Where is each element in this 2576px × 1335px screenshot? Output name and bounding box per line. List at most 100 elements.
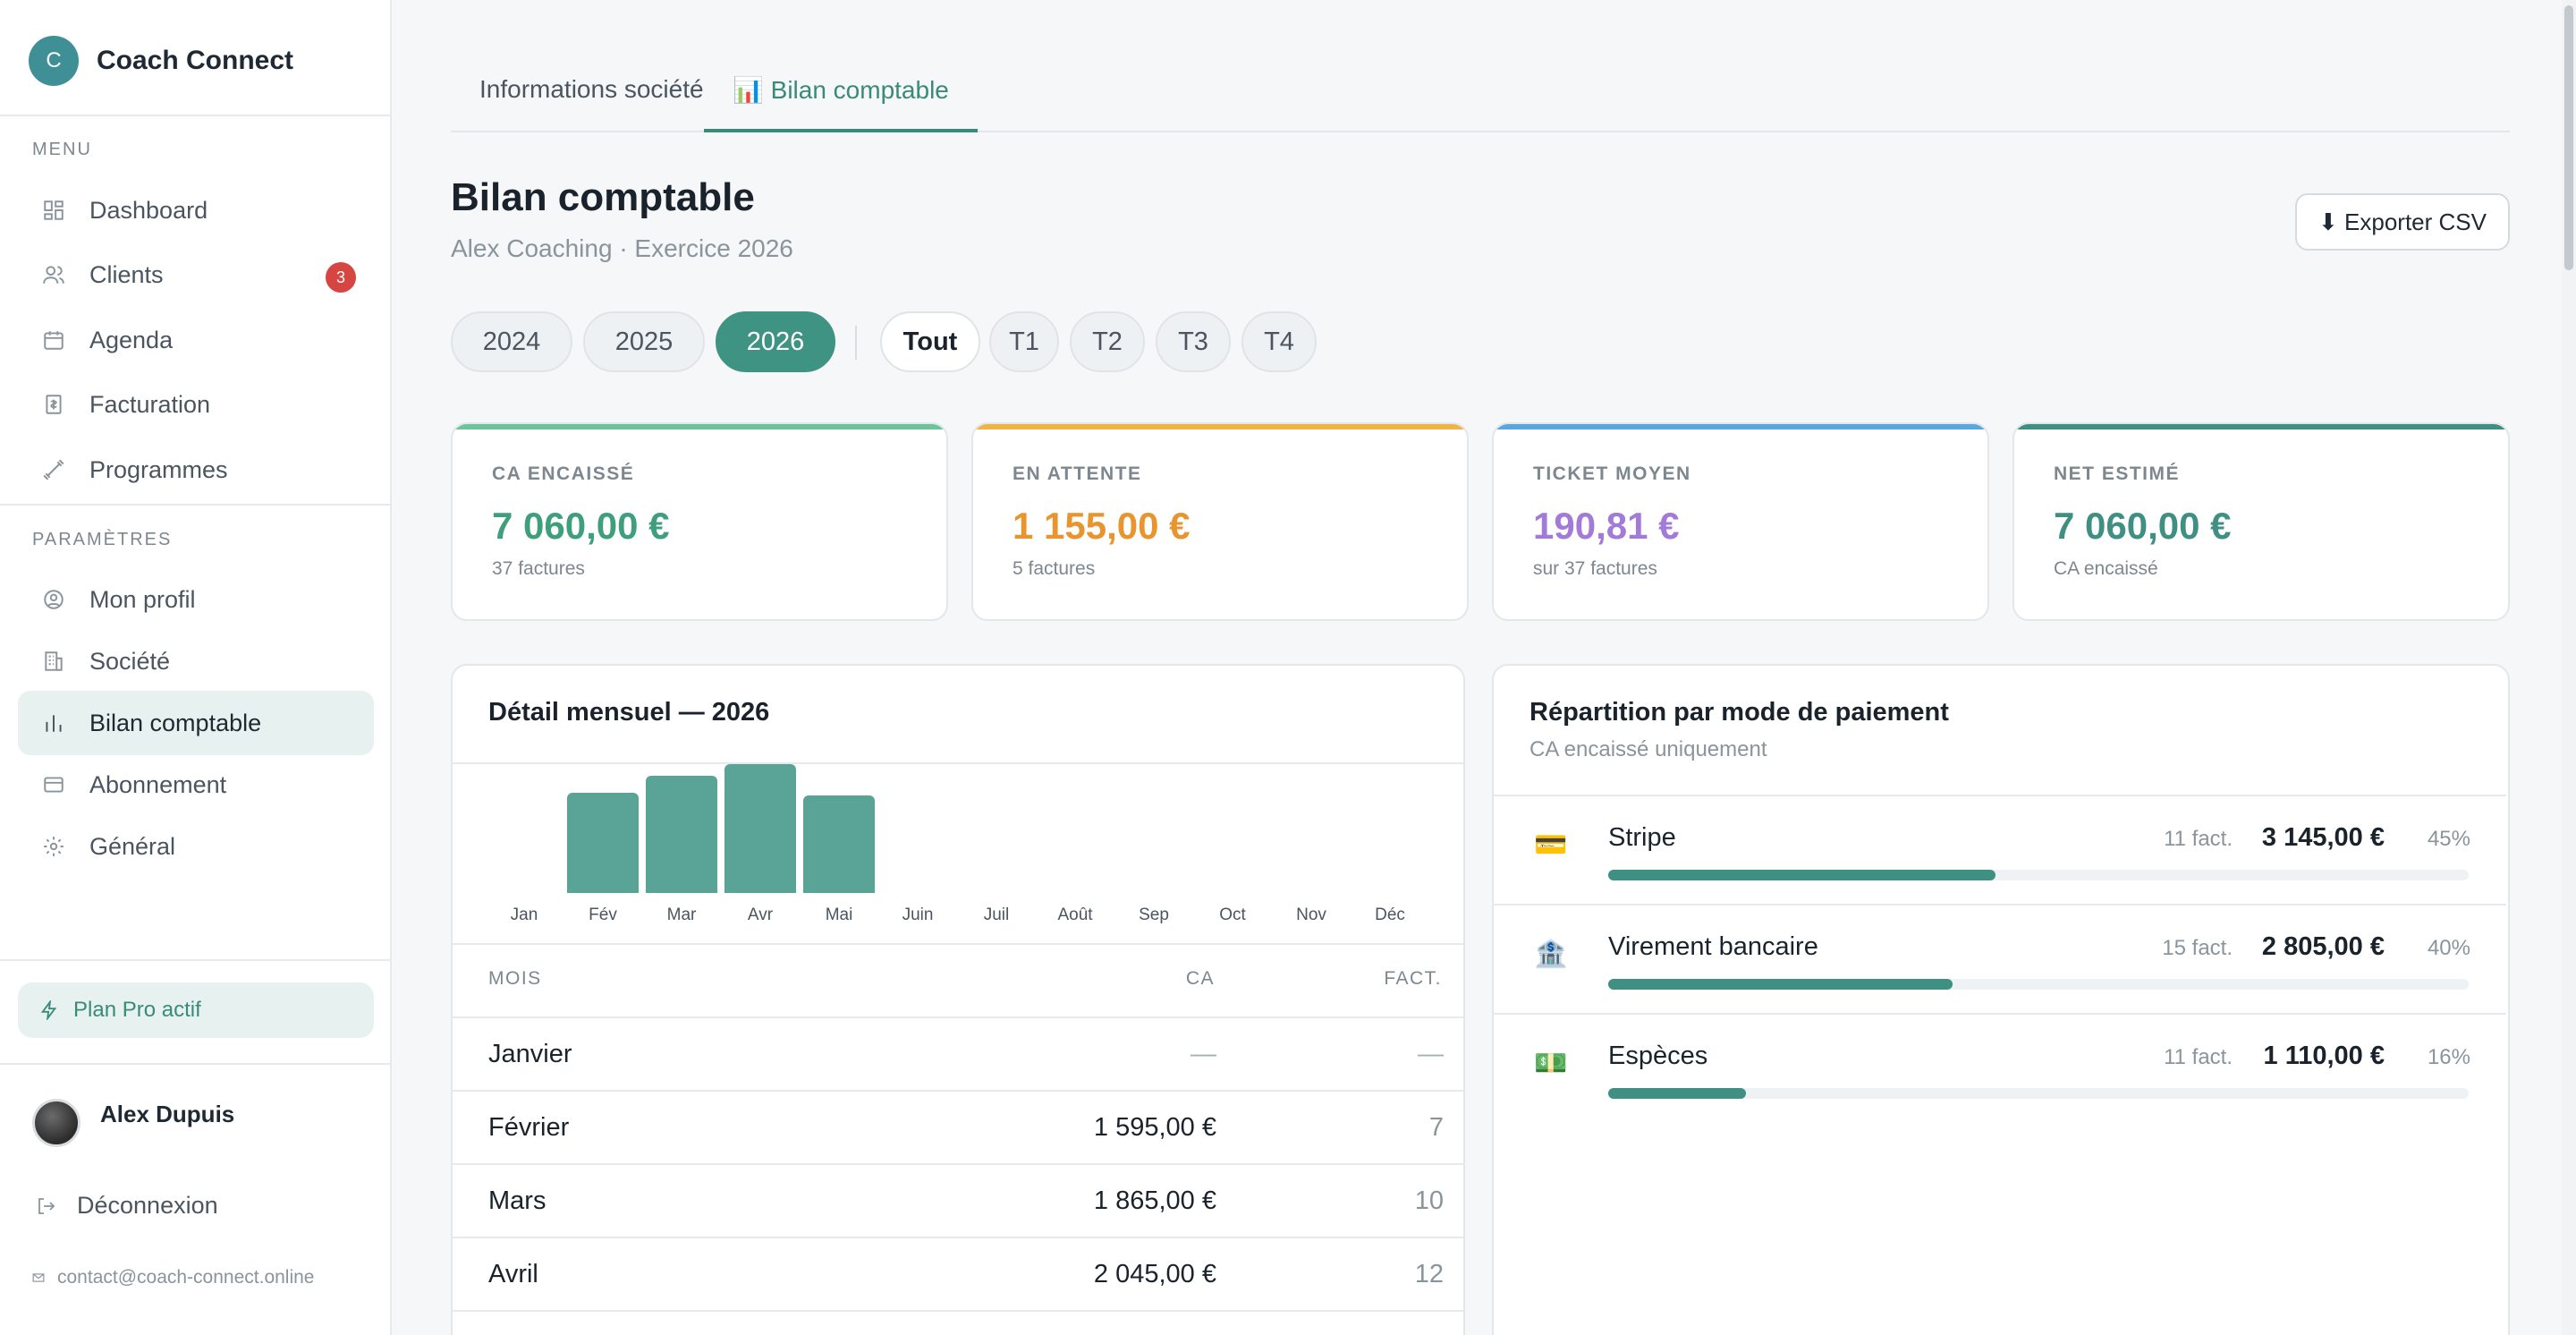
sidebar-item-abonnement[interactable]: Abonnement [18,753,374,817]
logout-button[interactable]: Déconnexion [36,1192,218,1220]
plan-label: Plan Pro actif [73,998,201,1022]
brand-name: Coach Connect [97,46,294,75]
payment-invoice-count: 11 fact. [2164,827,2233,851]
sidebar-item-societe[interactable]: Société [18,629,374,693]
period-chip-t3[interactable]: T3 [1156,311,1231,372]
export-csv-button[interactable]: ⬇ Exporter CSV [2295,193,2510,251]
chart-tick-label: Août [1057,906,1093,924]
tab-bilan-comptable[interactable]: 📊 Bilan comptable [704,64,978,132]
user-profile[interactable]: Alex Dupuis [32,1099,234,1147]
sidebar-item-label: Mon profil [89,585,196,613]
payment-progress-track [1608,1088,2469,1099]
bar-chart-icon [41,710,66,736]
sidebar-item-label: Dashboard [89,196,208,224]
table-row[interactable]: Janvier — — [453,1016,1463,1090]
payment-breakdown-panel: Répartition par mode de paiement CA enca… [1492,664,2510,1335]
table-row[interactable]: Avril 2 045,00 € 12 [453,1237,1463,1310]
year-chip-2024[interactable]: 2024 [451,311,572,372]
users-icon [41,262,66,287]
payment-progress-fill [1608,870,1996,880]
chart-bar-mar [646,775,717,893]
payment-amount: 3 145,00 € [2261,823,2385,852]
year-chip-2025[interactable]: 2025 [583,311,705,372]
tab-bar: Informations société 📊 Bilan comptable [451,64,2510,132]
dashboard-icon [41,198,66,223]
payment-progress-fill [1608,1088,1746,1099]
sidebar-item-agenda[interactable]: Agenda [18,308,374,372]
sidebar-item-label: Général [89,832,176,860]
main-content: Informations société 📊 Bilan comptable B… [394,0,2558,1335]
period-chip-tout[interactable]: Tout [880,311,980,372]
period-chip-t4[interactable]: T4 [1241,311,1317,372]
brand[interactable]: C Coach Connect [29,36,293,86]
table-row[interactable] [453,1310,1463,1335]
user-name: Alex Dupuis [100,1101,235,1127]
cell-ca: 1 865,00 € [1093,1186,1216,1215]
cell-month: Janvier [488,1040,572,1068]
chart-tick-label: Déc [1375,906,1405,924]
sidebar-item-mon-profil[interactable]: Mon profil [18,567,374,632]
period-chip-t2[interactable]: T2 [1070,311,1145,372]
stat-note: sur 37 factures [1533,558,1657,579]
payment-row-especes[interactable]: 💵 Espèces 11 fact. 1 110,00 € 16% [1494,1013,2506,1122]
plan-badge[interactable]: Plan Pro actif [18,982,374,1038]
stat-note: CA encaissé [2054,558,2158,579]
payment-invoice-count: 11 fact. [2164,1045,2233,1069]
year-chip-2026[interactable]: 2026 [716,311,835,372]
stat-accent-bar [2014,424,2508,429]
sidebar-item-label: Agenda [89,326,174,353]
logout-label: Déconnexion [77,1192,218,1219]
payment-method-name: Espèces [1608,1042,1708,1070]
cell-fact: 10 [1414,1186,1444,1215]
sidebar-item-dashboard[interactable]: Dashboard [18,178,374,242]
sidebar-item-label: Bilan comptable [89,709,262,736]
notification-badge: 3 [326,262,356,293]
sidebar-item-general[interactable]: Général [18,814,374,879]
contact-email[interactable]: contact@coach-connect.online [32,1267,315,1288]
contact-label: contact@coach-connect.online [57,1267,315,1288]
chart-tick-label: Sep [1139,906,1169,924]
cell-fact: 12 [1414,1260,1444,1288]
payment-row-stripe[interactable]: 💳 Stripe 11 fact. 3 145,00 € 45% [1494,795,2506,904]
sidebar-item-bilan-comptable[interactable]: Bilan comptable [18,691,374,755]
stat-label: NET ESTIMÉ [2054,463,2181,484]
cell-month: Mars [488,1186,547,1215]
panel-subtitle: CA encaissé uniquement [1530,737,1767,761]
stat-value: 190,81 € [1533,505,1680,547]
sidebar-item-facturation[interactable]: Facturation [18,372,374,437]
chip-separator [855,326,857,360]
sidebar-item-label: Clients [89,260,164,288]
panel-divider [453,943,1463,945]
table-row[interactable]: Mars 1 865,00 € 10 [453,1163,1463,1237]
monthly-bar-chart: Jan Fév Mar Avr Mai Juin Juil Août Sep Oct Nov Déc [453,762,1463,941]
chart-tick-label: Nov [1296,906,1326,924]
chart-bar-avr [724,764,796,893]
sidebar-item-programmes[interactable]: Programmes [18,438,374,502]
payment-method-name: Virement bancaire [1608,932,1818,961]
page-scrollbar[interactable] [2562,0,2576,1335]
chart-bar-mai [803,795,875,893]
chart-tick-label: Mar [666,906,697,924]
payment-row-virement[interactable]: 🏦 Virement bancaire 15 fact. 2 805,00 € … [1494,904,2506,1013]
cell-fact: 7 [1428,1113,1444,1142]
bank-icon: 🏦 [1534,939,1568,969]
period-chip-t1[interactable]: T1 [989,311,1059,372]
payment-invoice-count: 15 fact. [2162,936,2233,960]
sidebar-item-clients[interactable]: Clients 3 [18,242,374,307]
dumbbell-icon [41,457,66,482]
gear-icon [41,834,66,859]
chart-tick-label: Juil [983,906,1010,924]
sidebar: C Coach Connect MENU Dashboard Clients 3… [0,0,392,1335]
payment-method-name: Stripe [1608,823,1676,852]
stat-accent-bar [1494,424,1987,429]
brand-logo: C [29,36,79,86]
stat-card-net-estime: NET ESTIMÉ 7 060,00 € CA encaissé [2012,422,2510,621]
payment-amount: 1 110,00 € [2263,1042,2385,1070]
stat-value: 1 155,00 € [1013,505,1191,547]
tab-informations-societe[interactable]: Informations société [479,75,704,103]
stat-card-en-attente: EN ATTENTE 1 155,00 € 5 factures [971,422,1469,621]
table-row[interactable]: Février 1 595,00 € 7 [453,1090,1463,1163]
scrollbar-thumb[interactable] [2564,5,2573,270]
payment-percentage: 40% [2427,936,2470,960]
stat-value: 7 060,00 € [492,505,670,547]
